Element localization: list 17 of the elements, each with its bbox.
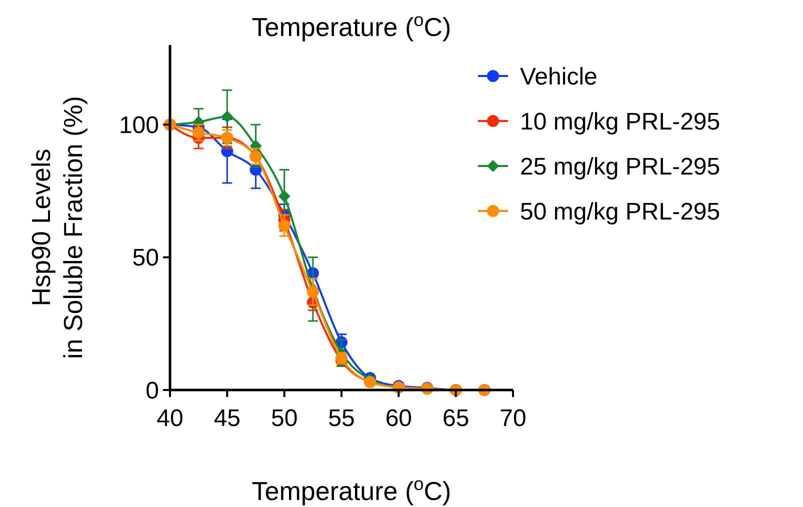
- y-tick-label: 100: [118, 112, 159, 140]
- x-tick-label: 65: [442, 405, 470, 432]
- legend-label: Vehicle: [520, 63, 598, 90]
- chart-title: Temperature ($^{o}$C): [252, 10, 452, 42]
- legend-label: 10 mg/kg PRL-295: [520, 108, 720, 136]
- y-tick-label: 50: [132, 244, 159, 272]
- legend-label: 25 mg/kg PRL-295: [520, 153, 720, 180]
- x-tick-label: 55: [328, 405, 355, 432]
- x-tick-label: 60: [385, 405, 412, 432]
- x-tick-label: 70: [500, 405, 526, 432]
- y-tick-label: 0: [146, 377, 159, 404]
- x-axis-title: Temperature ($^{o}$C): [252, 474, 452, 506]
- x-tick-label: 45: [214, 405, 241, 432]
- legend-label: 50 mg/kg PRL-295: [520, 198, 720, 226]
- x-tick-label: 50: [270, 405, 298, 432]
- y-axis-title: Hsp90 Levels in Soluble Fraction (%): [26, 96, 88, 359]
- x-tick-label: 40: [156, 405, 184, 432]
